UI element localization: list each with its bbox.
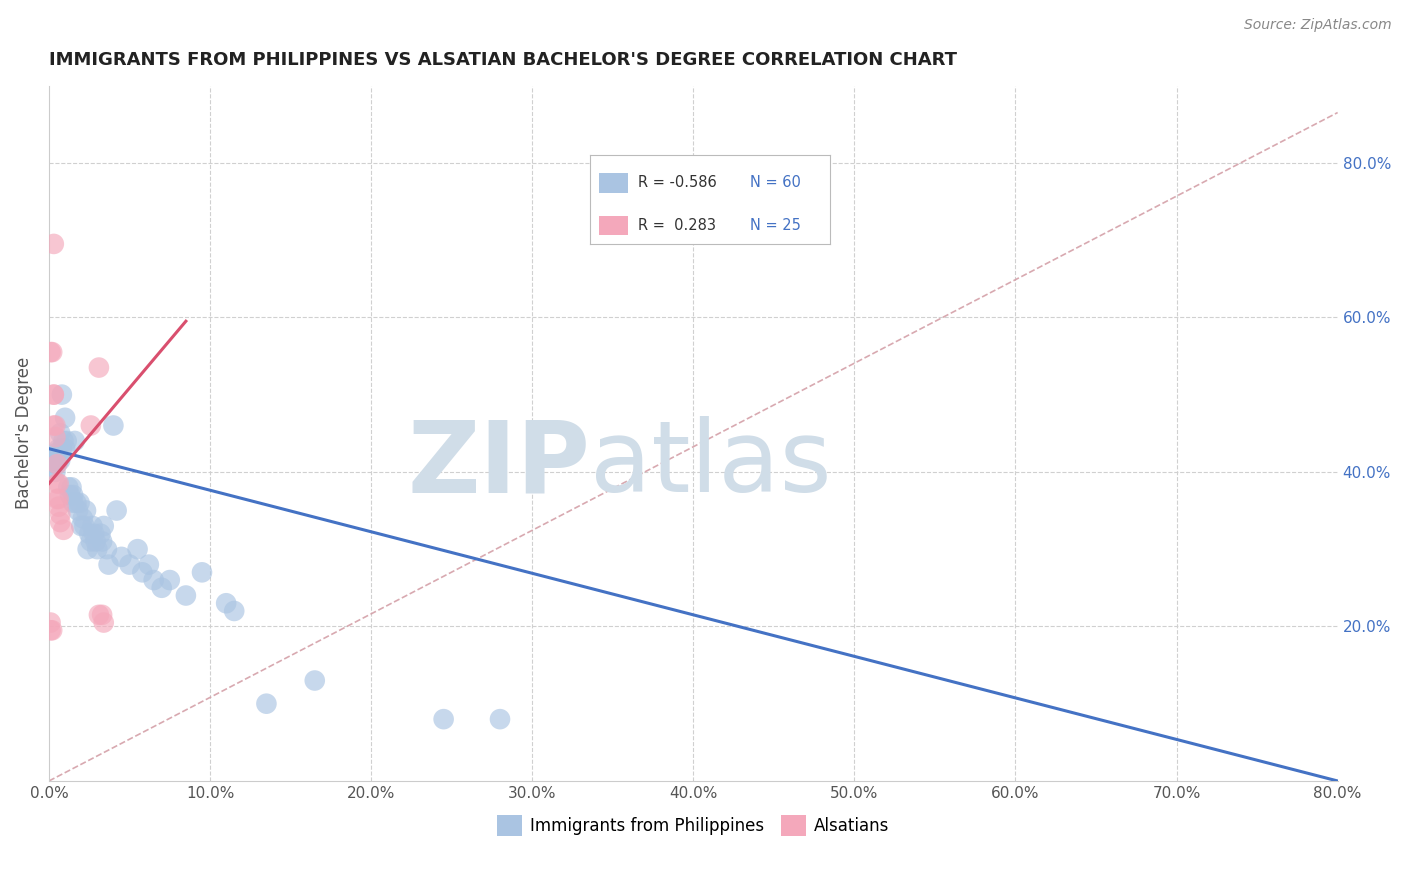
Point [52,523,75,537]
Point [51,387,73,401]
Point [52,434,75,448]
Point [51,442,73,456]
Point [105,503,128,517]
Point [46,457,69,471]
Point [42,418,65,433]
Point [174,589,197,603]
Point [55,434,77,448]
Point [77,526,100,541]
Point [49,426,72,441]
Point [49,453,72,467]
Point [304,673,326,688]
Point [254,697,277,711]
Point [42,461,65,475]
Point [215,596,238,610]
Point [489,712,512,726]
Point [42,236,65,251]
Point [59,488,82,502]
Point [103,418,125,433]
Point [84,534,107,549]
Point [131,566,153,580]
Point [46,457,69,471]
Point [44,465,66,479]
Point [69,496,91,510]
Point [80,418,103,433]
Text: atlas: atlas [591,416,832,513]
Point [83,526,105,541]
Point [39,345,62,359]
Point [48,453,70,467]
Point [86,542,108,557]
Point [127,542,149,557]
Point [49,515,72,529]
Point [82,519,104,533]
Point [39,624,62,638]
Point [63,434,86,448]
Point [96,542,118,557]
Point [41,624,63,638]
Point [48,491,70,506]
Text: IMMIGRANTS FROM PHILIPPINES VS ALSATIAN BACHELOR'S DEGREE CORRELATION CHART: IMMIGRANTS FROM PHILIPPINES VS ALSATIAN … [49,51,957,69]
Point [433,712,456,726]
Point [191,566,214,580]
Point [44,450,66,464]
Bar [599,216,628,235]
Point [39,615,62,630]
Point [93,615,115,630]
Point [48,442,70,456]
Text: N = 60: N = 60 [751,176,801,190]
Point [48,476,70,491]
Point [41,453,63,467]
Point [110,549,132,564]
Point [138,558,160,572]
Point [46,476,69,491]
Point [44,430,66,444]
Legend: Immigrants from Philippines, Alsatians: Immigrants from Philippines, Alsatians [491,808,897,842]
Point [159,573,181,587]
Point [97,558,120,572]
Point [49,508,72,522]
Point [87,607,110,622]
Point [53,442,76,456]
Point [91,607,114,622]
Point [42,453,65,467]
Point [76,542,98,557]
Point [87,360,110,375]
Text: R = -0.586: R = -0.586 [638,176,717,190]
Point [62,488,84,502]
Point [66,503,89,517]
Text: Source: ZipAtlas.com: Source: ZipAtlas.com [1244,18,1392,32]
Point [60,480,83,494]
Point [42,387,65,401]
Bar [599,173,628,193]
Point [72,511,94,525]
Point [70,519,93,533]
Point [41,345,63,359]
Point [118,558,141,572]
Y-axis label: Bachelor's Degree: Bachelor's Degree [15,357,32,509]
Point [42,387,65,401]
Text: ZIP: ZIP [408,416,591,513]
Text: N = 25: N = 25 [751,219,801,233]
Point [62,496,84,510]
Point [89,526,111,541]
Point [58,480,80,494]
Point [75,503,97,517]
Point [48,500,70,514]
Point [142,573,165,587]
Point [46,491,69,506]
Point [53,410,76,425]
Point [44,418,66,433]
Point [91,534,114,549]
Point [150,581,173,595]
Point [46,445,69,459]
Point [224,604,246,618]
Point [80,534,103,549]
Point [65,496,87,510]
Point [93,519,115,533]
Text: R =  0.283: R = 0.283 [638,219,716,233]
Point [73,519,96,533]
